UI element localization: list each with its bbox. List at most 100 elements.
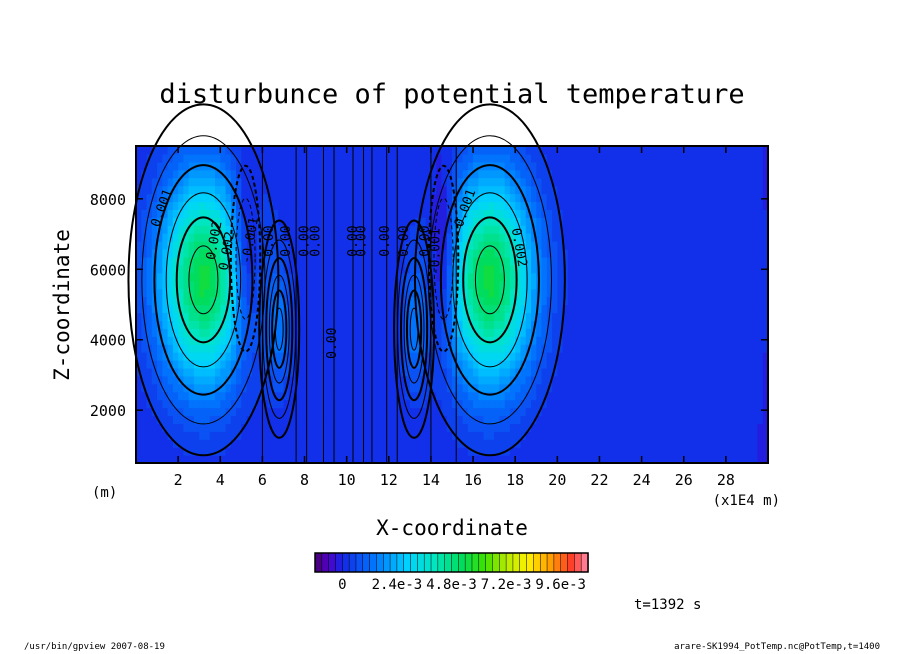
heatmap-cell	[757, 447, 764, 456]
heatmap-cell	[220, 193, 227, 203]
heatmap-cell	[136, 399, 142, 409]
heatmap-cell	[667, 288, 674, 298]
heatmap-cell	[520, 185, 527, 195]
heatmap-cell	[504, 256, 511, 266]
heatmap-cell	[209, 455, 216, 464]
heatmap-cell	[325, 328, 332, 337]
heatmap-cell	[278, 193, 285, 203]
heatmap-cell	[288, 272, 295, 282]
heatmap-cell	[199, 407, 206, 417]
heatmap-cell	[557, 431, 564, 440]
heatmap-cell	[683, 344, 690, 353]
heatmap-cell	[599, 328, 606, 337]
heatmap-cell	[367, 455, 374, 464]
heatmap-cell	[620, 455, 627, 464]
heatmap-cell	[515, 407, 522, 417]
heatmap-cell	[578, 153, 585, 163]
heatmap-cell	[573, 399, 579, 409]
heatmap-cell	[499, 296, 506, 306]
heatmap-cell	[362, 209, 369, 218]
heatmap-cell	[573, 407, 579, 417]
heatmap-cell	[204, 225, 211, 234]
heatmap-cell	[315, 375, 321, 385]
heatmap-cell	[436, 233, 443, 242]
heatmap-cell	[457, 280, 464, 290]
heatmap-cell	[183, 280, 190, 290]
heatmap-cell	[499, 288, 506, 298]
heatmap-cell	[683, 439, 690, 448]
heatmap-cell	[657, 431, 664, 440]
heatmap-cell	[441, 312, 448, 321]
heatmap-cell	[325, 201, 332, 210]
heatmap-cell	[294, 359, 300, 369]
heatmap-cell	[736, 256, 743, 266]
heatmap-cell	[636, 233, 643, 242]
heatmap-cell	[673, 312, 680, 321]
heatmap-cell	[746, 153, 753, 163]
heatmap-cell	[141, 367, 148, 377]
heatmap-cell	[762, 447, 769, 456]
heatmap-cell	[536, 439, 543, 448]
heatmap-cell	[141, 296, 148, 306]
heatmap-cell	[241, 312, 248, 321]
heatmap-cell	[720, 177, 727, 187]
heatmap-cell	[362, 320, 369, 329]
heatmap-cell	[599, 201, 606, 210]
heatmap-cell	[225, 217, 232, 226]
heatmap-cell	[741, 217, 748, 226]
heatmap-cell	[351, 391, 358, 401]
heatmap-cell	[351, 352, 358, 361]
heatmap-cell	[610, 320, 616, 329]
heatmap-cell	[689, 328, 695, 337]
heatmap-cell	[646, 201, 653, 210]
heatmap-cell	[215, 344, 221, 353]
heatmap-cell	[220, 439, 227, 448]
heatmap-cell	[588, 241, 595, 250]
heatmap-cell	[683, 225, 690, 234]
heatmap-cell	[610, 391, 616, 401]
heatmap-cell	[246, 217, 253, 226]
heatmap-cell	[167, 296, 174, 306]
heatmap-cell	[662, 359, 669, 369]
heatmap-cell	[615, 359, 622, 369]
heatmap-cell	[436, 352, 443, 361]
heatmap-cell	[462, 280, 469, 290]
heatmap-cell	[636, 391, 643, 401]
heatmap-cell	[673, 344, 680, 353]
heatmap-cell	[573, 296, 579, 306]
heatmap-cell	[362, 256, 369, 266]
heatmap-cell	[562, 367, 569, 377]
heatmap-cell	[588, 161, 595, 171]
heatmap-cell	[741, 367, 748, 377]
heatmap-cell	[652, 280, 658, 290]
heatmap-cell	[541, 280, 548, 290]
heatmap-cell	[652, 423, 658, 432]
heatmap-cell	[562, 225, 569, 234]
heatmap-cell	[225, 328, 232, 337]
heatmap-cell	[141, 407, 148, 417]
heatmap-cell	[731, 193, 737, 203]
heatmap-cell	[157, 455, 163, 464]
heatmap-cell	[636, 280, 643, 290]
heatmap-cell	[236, 264, 242, 274]
heatmap-cell	[631, 296, 637, 306]
heatmap-cell	[404, 280, 411, 290]
heatmap-cell	[178, 209, 184, 218]
heatmap-cell	[199, 304, 206, 314]
heatmap-cell	[315, 336, 321, 345]
heatmap-cell	[409, 352, 416, 361]
heatmap-cell	[246, 336, 253, 345]
heatmap-cell	[725, 439, 732, 448]
heatmap-cell	[662, 391, 669, 401]
heatmap-cell	[488, 288, 495, 298]
heatmap-cell	[146, 264, 153, 274]
heatmap-cell	[567, 447, 574, 456]
heatmap-cell	[757, 367, 764, 377]
heatmap-cell	[483, 225, 490, 234]
heatmap-cell	[241, 161, 248, 171]
heatmap-cell	[657, 455, 664, 464]
heatmap-cell	[583, 336, 590, 345]
heatmap-cell	[362, 225, 369, 234]
heatmap-cell	[562, 153, 569, 163]
heatmap-cell	[315, 391, 321, 401]
